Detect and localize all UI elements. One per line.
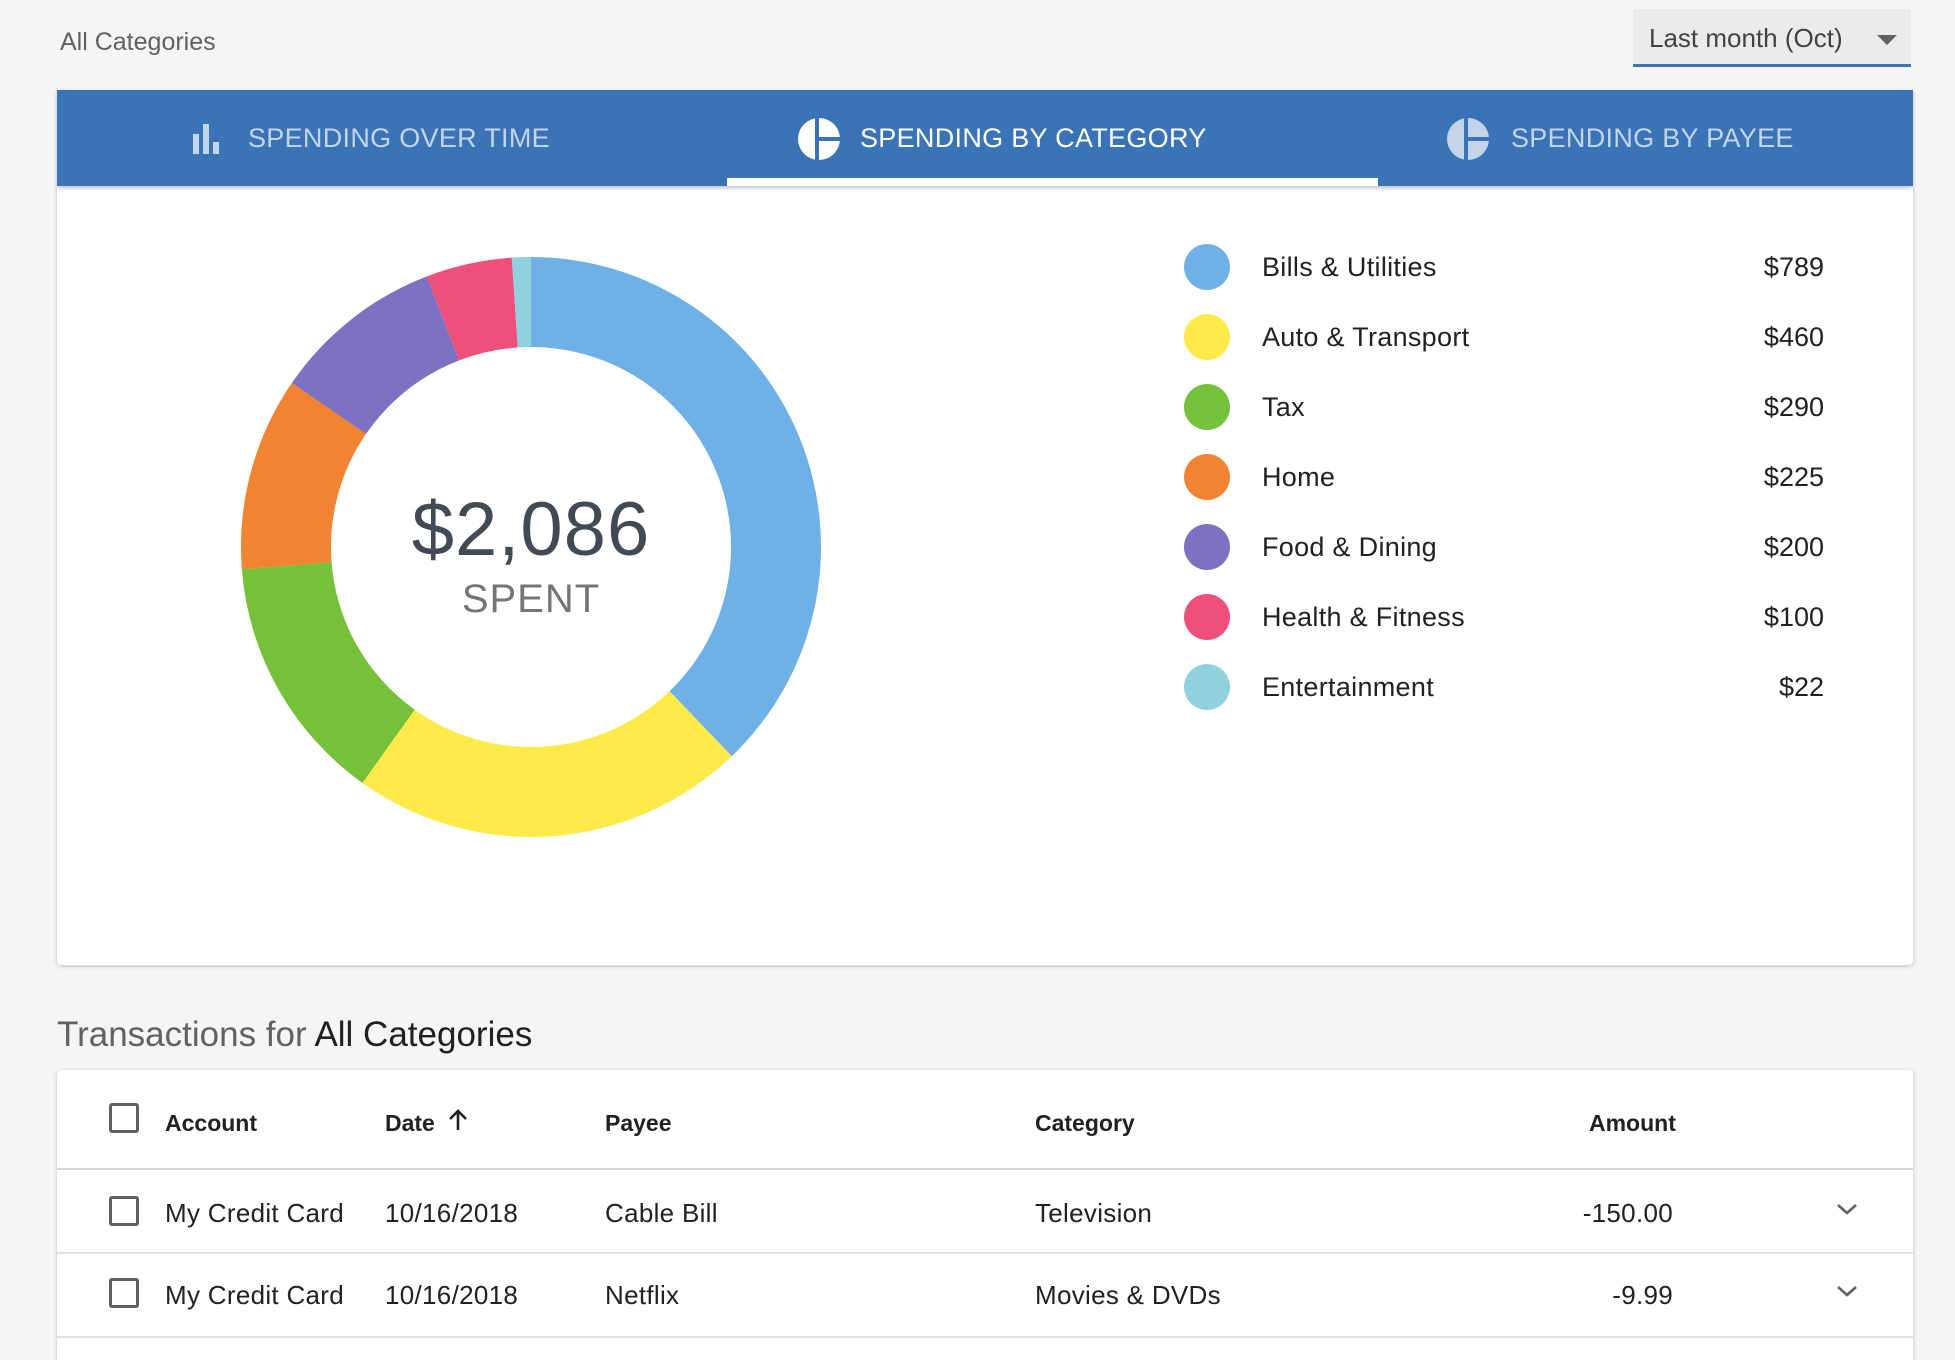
cell-amount: -9.99 [1612, 1280, 1673, 1310]
legend-color-swatch [1184, 454, 1230, 500]
legend-item[interactable]: Home $225 [1184, 442, 1824, 512]
cell-category: Movies & DVDs [1035, 1280, 1221, 1310]
table-header: Account Date Payee Category Amount [57, 1070, 1913, 1170]
legend-item[interactable]: Health & Fitness $100 [1184, 582, 1824, 652]
donut-slice-auto-transport[interactable] [362, 691, 732, 837]
tab-spending-over-time[interactable]: SPENDING OVER TIME [57, 90, 670, 186]
legend-category-name: Entertainment [1262, 672, 1434, 702]
column-header-date[interactable]: Date [385, 1110, 435, 1136]
column-header-category[interactable]: Category [1035, 1110, 1135, 1136]
legend-color-swatch [1184, 524, 1230, 570]
transactions-table: Account Date Payee Category Amount My Cr… [57, 1070, 1913, 1360]
table-row[interactable]: My Credit Card 10/16/2018 Cable Bill Tel… [57, 1170, 1913, 1254]
cell-account: My Credit Card [165, 1198, 345, 1228]
legend-category-amount: $789 [1763, 252, 1824, 282]
sort-ascending-arrow-icon[interactable] [447, 1108, 469, 1132]
cell-account: My Credit Card [165, 1280, 345, 1310]
transactions-heading: Transactions for All Categories [57, 1015, 532, 1055]
legend-category-amount: $225 [1763, 462, 1824, 492]
tab-label: SPENDING BY CATEGORY [860, 123, 1207, 153]
active-tab-indicator [727, 178, 1378, 186]
donut-slice-bills-utilities[interactable] [531, 257, 821, 757]
report-tabs: SPENDING OVER TIME SPENDING BY CATEGORY … [57, 90, 1913, 186]
legend-category-name: Tax [1262, 392, 1305, 422]
pie-chart-icon [1447, 116, 1491, 162]
legend-color-swatch [1184, 594, 1230, 640]
dropdown-caret-icon [1877, 35, 1897, 45]
tab-label: SPENDING OVER TIME [248, 123, 550, 153]
legend-category-amount: $200 [1763, 532, 1824, 562]
top-bar: All Categories Last month (Oct) [0, 0, 1955, 90]
legend-item[interactable]: Bills & Utilities $789 [1184, 232, 1824, 302]
chevron-down-icon[interactable] [1835, 1200, 1859, 1218]
row-checkbox[interactable] [109, 1278, 139, 1308]
total-spent-label: SPENT [461, 577, 601, 621]
legend-item[interactable]: Tax $290 [1184, 372, 1824, 442]
cell-payee: Netflix [605, 1280, 680, 1310]
column-header-account[interactable]: Account [165, 1110, 257, 1136]
period-select-value: Last month (Oct) [1649, 23, 1843, 53]
legend-color-swatch [1184, 244, 1230, 290]
pie-chart-icon [798, 116, 842, 162]
select-all-checkbox[interactable] [109, 1103, 139, 1133]
transactions-heading-filter: All Categories [314, 1015, 533, 1054]
donut-slice-food-dining[interactable] [291, 276, 460, 434]
legend-item[interactable]: Auto & Transport $460 [1184, 302, 1824, 372]
cell-date: 10/16/2018 [385, 1198, 519, 1228]
column-header-payee[interactable]: Payee [605, 1110, 672, 1136]
legend-color-swatch [1184, 664, 1230, 710]
tab-spending-by-payee[interactable]: SPENDING BY PAYEE [1378, 90, 1913, 186]
column-header-amount[interactable]: Amount [1589, 1110, 1676, 1136]
donut-chart [241, 257, 821, 837]
cell-category: Television [1035, 1198, 1153, 1228]
row-checkbox[interactable] [109, 1196, 139, 1226]
period-select[interactable]: Last month (Oct) [1633, 9, 1911, 67]
chevron-down-icon[interactable] [1835, 1282, 1859, 1300]
legend-category-amount: $100 [1763, 602, 1824, 632]
legend-item[interactable]: Entertainment $22 [1184, 652, 1824, 722]
donut-slice-tax[interactable] [241, 562, 415, 783]
cell-date: 10/16/2018 [385, 1280, 519, 1310]
legend-category-name: Home [1262, 462, 1336, 492]
legend-category-amount: $460 [1763, 322, 1824, 352]
total-spent-amount: $2,086 [411, 487, 651, 572]
table-row[interactable]: My Credit Card 10/16/2018 Netflix Movies… [57, 1254, 1913, 1338]
legend-category-amount: $290 [1763, 392, 1824, 422]
legend-color-swatch [1184, 314, 1230, 360]
legend-category-name: Food & Dining [1262, 532, 1437, 562]
transactions-heading-prefix: Transactions for [57, 1015, 307, 1054]
donut-slice-health-fitness[interactable] [426, 257, 518, 361]
donut-slice-entertainment[interactable] [511, 257, 531, 348]
legend-item[interactable]: Food & Dining $200 [1184, 512, 1824, 582]
legend-category-name: Bills & Utilities [1262, 252, 1437, 282]
legend-category-name: Auto & Transport [1262, 322, 1470, 352]
tab-spending-by-category[interactable]: SPENDING BY CATEGORY [670, 90, 1378, 186]
cell-amount: -150.00 [1582, 1198, 1673, 1228]
cell-payee: Cable Bill [605, 1198, 718, 1228]
chart-card: $2,086 SPENT Bills & Utilities $789 Auto… [57, 186, 1913, 965]
tab-label: SPENDING BY PAYEE [1511, 123, 1794, 153]
bar-chart-icon [193, 124, 219, 154]
breadcrumb: All Categories [60, 28, 216, 56]
chart-legend: Bills & Utilities $789 Auto & Transport … [1184, 232, 1824, 722]
legend-category-name: Health & Fitness [1262, 602, 1465, 632]
legend-category-amount: $22 [1778, 672, 1824, 702]
legend-color-swatch [1184, 384, 1230, 430]
donut-slice-home[interactable] [241, 383, 367, 570]
